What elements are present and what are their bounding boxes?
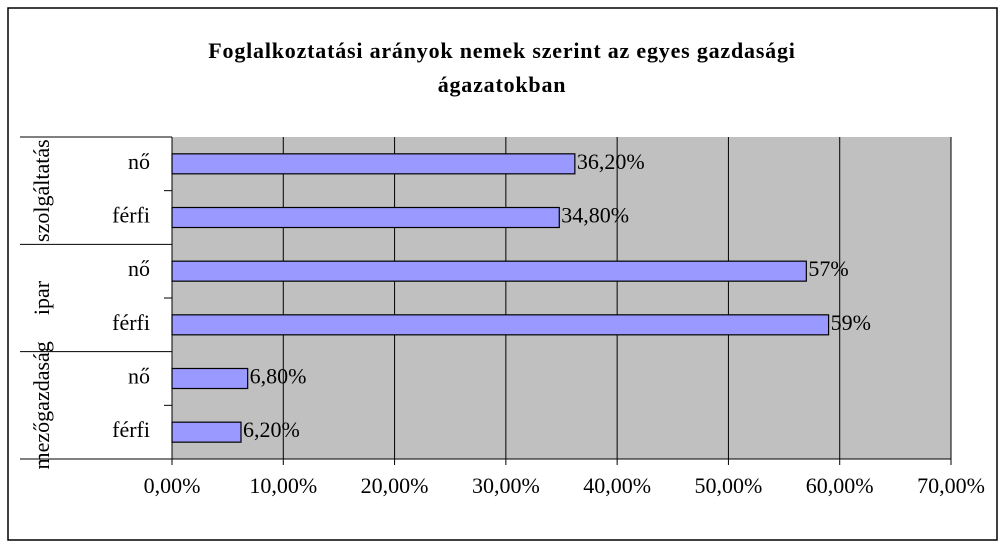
data-label: 6,80% xyxy=(250,364,307,389)
bar xyxy=(171,153,576,175)
data-label: 59% xyxy=(831,310,871,335)
bar xyxy=(171,314,830,336)
plot-area xyxy=(172,137,951,459)
bar xyxy=(171,367,249,390)
x-tick-label: 40,00% xyxy=(583,473,651,498)
x-tick-label: 0,00% xyxy=(144,473,201,498)
x-tick-label: 20,00% xyxy=(361,473,429,498)
group-label: ipar xyxy=(29,280,54,315)
y-tick-label: férfi xyxy=(112,310,150,335)
x-tick-label: 10,00% xyxy=(249,473,317,498)
y-tick-label: nő xyxy=(128,149,150,174)
x-tick-label: 50,00% xyxy=(695,473,763,498)
y-tick-label: férfi xyxy=(112,417,150,442)
bar xyxy=(171,421,242,443)
data-label: 34,80% xyxy=(561,203,629,228)
y-tick-label: nő xyxy=(128,364,150,389)
y-tick-label: férfi xyxy=(112,203,150,228)
x-tick-label: 70,00% xyxy=(917,473,985,498)
data-label: 57% xyxy=(808,256,848,281)
x-tick-label: 30,00% xyxy=(472,473,540,498)
data-label: 36,20% xyxy=(577,149,645,174)
data-label: 6,20% xyxy=(243,417,300,442)
group-label: szolgáltatás xyxy=(29,139,54,242)
chart-title: Foglalkoztatási arányok nemek szerint az… xyxy=(208,38,796,97)
bar xyxy=(171,206,560,229)
y-tick-label: nő xyxy=(128,256,150,281)
group-label: mezőgazdaság xyxy=(29,341,54,469)
x-tick-label: 60,00% xyxy=(806,473,874,498)
bar xyxy=(171,260,807,282)
